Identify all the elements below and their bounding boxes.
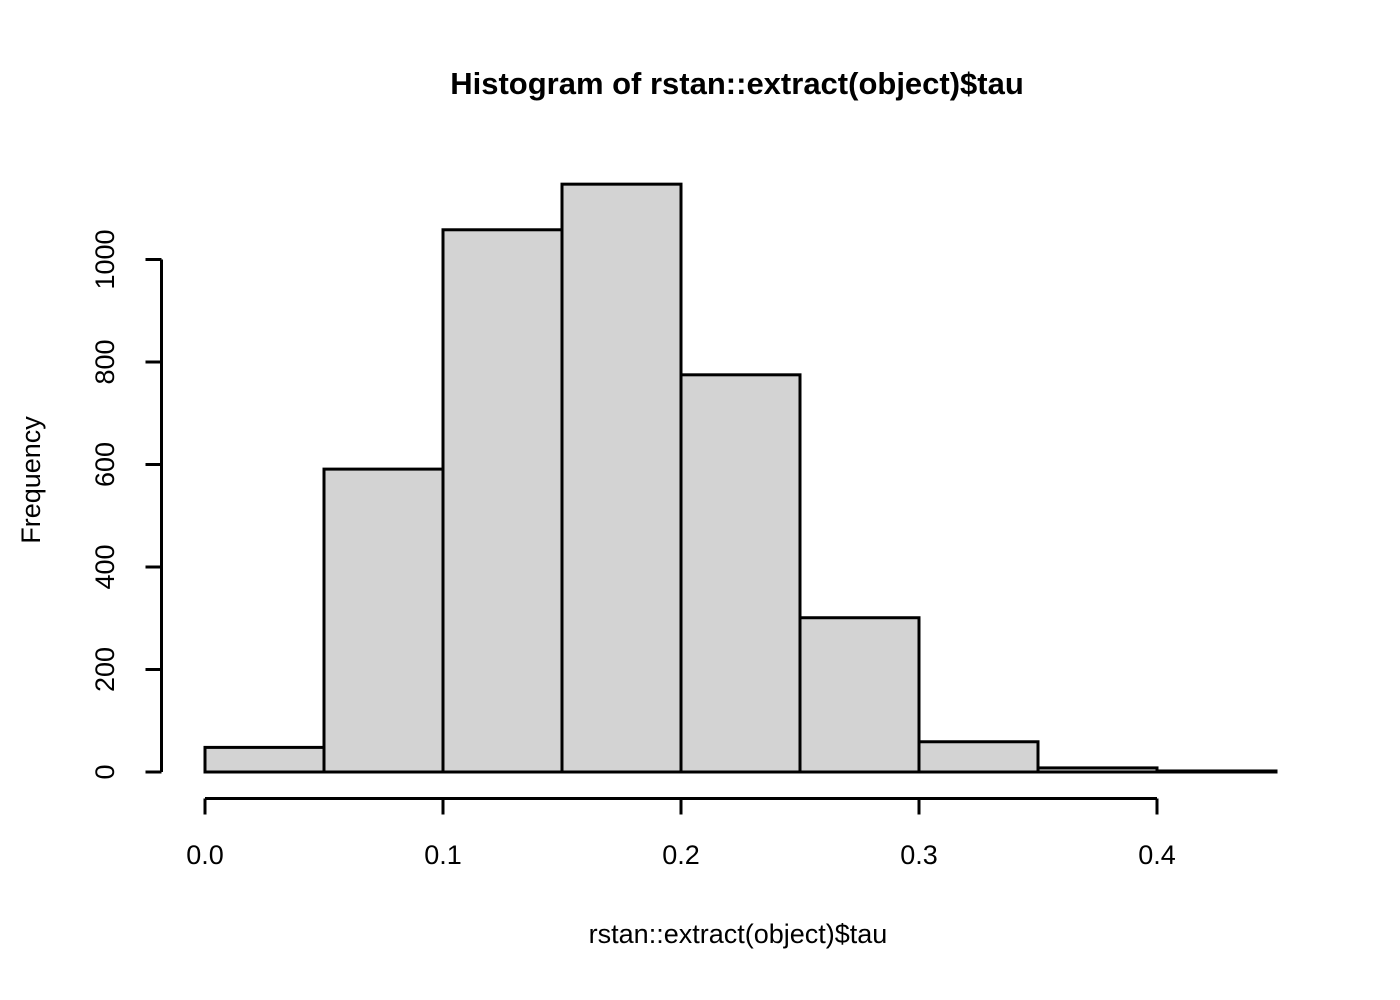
histogram-bar [917, 740, 1040, 774]
y-tick-label: 800 [90, 339, 120, 384]
histogram-bar [441, 228, 564, 774]
histogram-bars [203, 182, 1278, 774]
y-tick-label: 400 [90, 544, 120, 589]
chart-title: Histogram of rstan::extract(object)$tau [450, 66, 1024, 101]
x-tick-label: 0.2 [662, 840, 700, 870]
y-tick-label: 200 [90, 647, 120, 692]
x-tick-label: 0.4 [1138, 840, 1176, 870]
histogram-bar [798, 616, 921, 774]
x-tick-label: 0.0 [186, 840, 224, 870]
x-axis: 0.0 0.1 0.2 0.3 0.4 [186, 797, 1176, 870]
y-axis-label: Frequency [16, 416, 46, 544]
x-tick-label: 0.1 [424, 840, 462, 870]
x-axis-label: rstan::extract(object)$tau [589, 919, 888, 949]
histogram-bar [1155, 769, 1278, 774]
histogram-bar [679, 373, 802, 774]
x-tick-label: 0.3 [900, 840, 938, 870]
y-tick-label: 0 [90, 764, 120, 779]
histogram-bar [322, 467, 445, 774]
histogram-bar [560, 182, 683, 774]
y-axis: 0 200 400 600 800 1000 [90, 229, 163, 780]
y-tick-label: 600 [90, 442, 120, 487]
y-tick-label: 1000 [90, 229, 120, 289]
histogram-bar [1036, 766, 1159, 774]
histogram-bar [203, 745, 326, 774]
